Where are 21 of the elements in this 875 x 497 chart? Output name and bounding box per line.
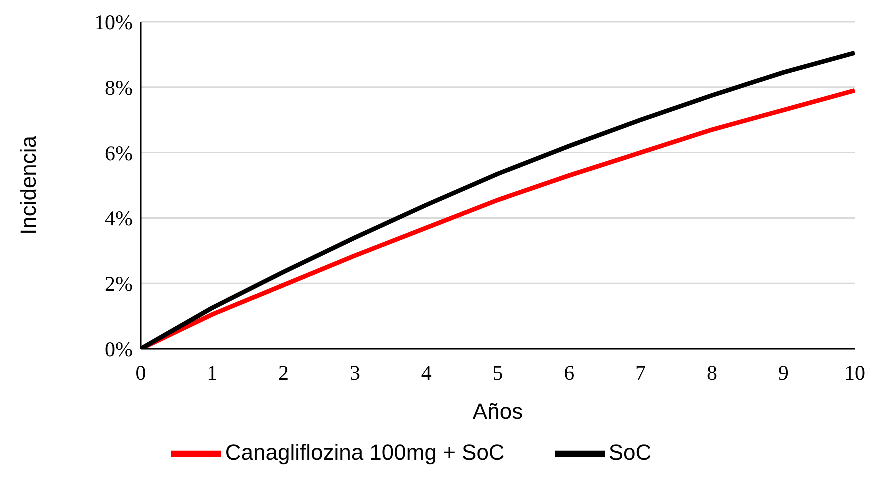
- x-tick-label: 2: [278, 360, 290, 385]
- legend-label: Canagliflozina 100mg + SoC: [225, 440, 505, 465]
- x-tick-label: 3: [350, 360, 360, 385]
- y-tick-label: 4%: [105, 206, 133, 231]
- y-tick-label: 0%: [105, 337, 133, 362]
- legend-label: SoC: [608, 440, 652, 465]
- x-tick-label: 7: [636, 360, 646, 385]
- x-tick-label: 4: [421, 360, 432, 385]
- x-tick-label: 0: [136, 360, 146, 385]
- x-tick-label: 10: [844, 360, 866, 385]
- y-tick-label: 10%: [94, 10, 133, 34]
- y-tick-label: 2%: [105, 272, 133, 296]
- x-tick-label: 8: [706, 360, 718, 385]
- x-tick-label: 6: [564, 360, 575, 385]
- x-tick-label: 1: [207, 360, 218, 385]
- y-axis-title: Incidencia: [16, 135, 41, 236]
- x-axis-title: Años: [472, 399, 524, 424]
- x-tick-label: 5: [492, 360, 504, 385]
- y-tick-label: 6%: [105, 141, 133, 166]
- x-tick-label: 9: [778, 360, 789, 385]
- y-tick-label: 8%: [105, 76, 133, 100]
